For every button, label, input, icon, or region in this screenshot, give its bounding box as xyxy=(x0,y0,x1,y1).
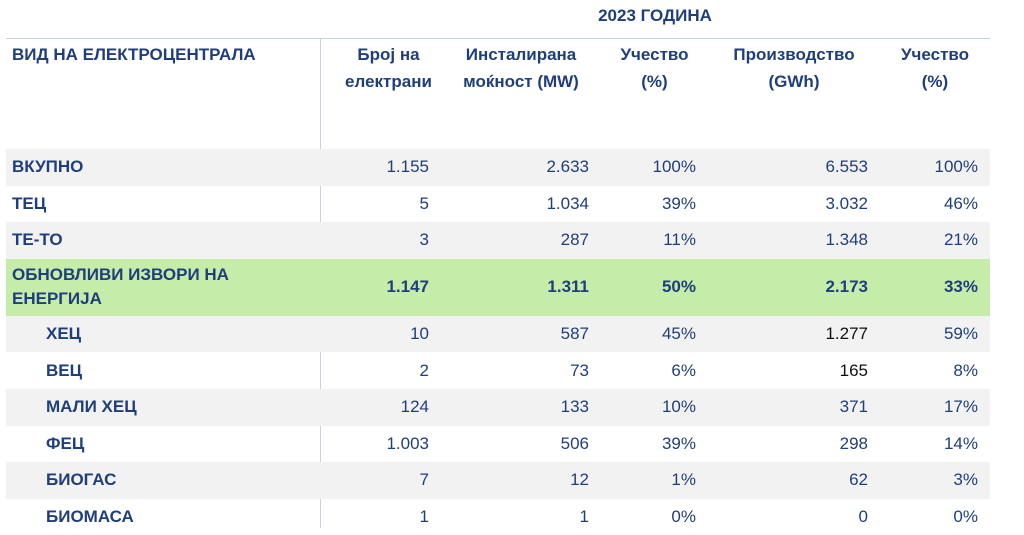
production-share-cell: 0% xyxy=(953,507,978,527)
table-row-teto: ТЕ-ТО 3 287 11% 1.348 21% xyxy=(6,222,990,259)
production-share-cell: 17% xyxy=(943,397,978,417)
row-label: ФЕЦ xyxy=(46,433,85,453)
capacity-share-cell: 45% xyxy=(661,324,696,344)
row-label: ВКУПНО xyxy=(12,157,84,177)
header-row: ВИД НА ЕЛЕКТРОЦЕНТРАЛА Број на електрани… xyxy=(6,39,990,149)
year-title: 2023 ГОДИНА xyxy=(598,6,712,25)
power-plants-table: ВИД НА ЕЛЕКТРОЦЕНТРАЛА Број на електрани… xyxy=(6,39,990,535)
header-production-share-text: Учество (%) xyxy=(900,45,970,91)
capacity-share-cell: 50% xyxy=(661,277,696,297)
header-plants-text: Број на електрани xyxy=(345,45,432,91)
capacity-cell: 587 xyxy=(560,324,589,344)
capacity-cell: 2.633 xyxy=(546,157,589,177)
production-cell: 3.032 xyxy=(825,193,868,213)
production-cell: 2.173 xyxy=(825,277,868,297)
plants-cell: 3 xyxy=(419,230,429,250)
capacity-cell: 73 xyxy=(570,360,589,380)
production-cell: 0 xyxy=(858,507,868,527)
plants-cell: 5 xyxy=(419,193,429,213)
row-label: ХЕЦ xyxy=(46,324,82,344)
capacity-share-cell: 11% xyxy=(663,230,696,250)
capacity-share-cell: 39% xyxy=(661,433,696,453)
table-row-hec: ХЕЦ 10 587 45% 1.277 59% xyxy=(6,315,990,353)
header-capacity-share: Учество (%) xyxy=(601,39,708,149)
capacity-share-cell: 0% xyxy=(671,507,696,527)
production-cell: 298 xyxy=(839,433,868,453)
production-share-cell: 3% xyxy=(953,470,978,490)
capacity-share-cell: 6% xyxy=(671,360,696,380)
capacity-cell: 133 xyxy=(560,397,589,417)
header-production: Производство (GWh) xyxy=(708,39,880,149)
capacity-share-cell: 10% xyxy=(661,397,696,417)
row-label: БИОГАС xyxy=(46,470,117,490)
production-share-cell: 59% xyxy=(943,324,978,344)
header-plant-type: ВИД НА ЕЛЕКТРОЦЕНТРАЛА xyxy=(12,45,256,64)
header-plants: Број на електрани xyxy=(320,39,441,149)
plants-cell: 1.003 xyxy=(386,433,429,453)
table-row-fec: ФЕЦ 1.003 506 39% 298 14% xyxy=(6,426,990,463)
table-row-small-hec: МАЛИ ХЕЦ 124 133 10% 371 17% xyxy=(6,388,990,426)
production-share-cell: 8% xyxy=(953,360,978,380)
plants-cell: 124 xyxy=(400,397,429,417)
table-row-renewables: ОБНОВЛИВИ ИЗВОРИ НА ЕНЕРГИЈА 1.147 1.311… xyxy=(6,258,990,316)
plants-cell: 1.155 xyxy=(386,157,429,177)
plants-cell: 1.147 xyxy=(386,277,429,297)
plants-cell: 10 xyxy=(410,324,429,344)
header-production-share: Учество (%) xyxy=(880,39,990,149)
table-row-total: ВКУПНО 1.155 2.633 100% 6.553 100% xyxy=(6,149,990,186)
row-label: БИОМАСА xyxy=(46,507,134,527)
production-cell: 6.553 xyxy=(825,157,868,177)
header-production-text: Производство (GWh) xyxy=(733,45,855,91)
row-label: ТЕ-ТО xyxy=(12,230,63,250)
production-share-cell: 46% xyxy=(943,193,978,213)
header-capacity-text: Инсталирана моќност (MW) xyxy=(463,45,579,91)
production-cell: 62 xyxy=(849,470,868,490)
row-label: ТЕЦ xyxy=(12,193,47,213)
capacity-share-cell: 39% xyxy=(661,193,696,213)
table-row-vec: ВЕЦ 2 73 6% 165 8% xyxy=(6,352,990,389)
plants-cell: 1 xyxy=(419,507,429,527)
capacity-cell: 506 xyxy=(560,433,589,453)
header-capacity-share-text: Учество (%) xyxy=(620,45,689,91)
capacity-cell: 1 xyxy=(579,507,589,527)
production-cell: 1.348 xyxy=(825,230,868,250)
production-share-cell: 14% xyxy=(943,433,978,453)
capacity-cell: 1.311 xyxy=(547,277,589,297)
capacity-cell: 287 xyxy=(560,230,589,250)
header-capacity: Инсталирана моќност (MW) xyxy=(441,39,601,149)
header-rule xyxy=(6,38,990,39)
production-cell: 1.277 xyxy=(825,324,868,344)
production-cell: 371 xyxy=(839,397,868,417)
capacity-cell: 1.034 xyxy=(546,193,589,213)
row-label: МАЛИ ХЕЦ xyxy=(46,397,137,417)
plants-cell: 2 xyxy=(419,360,429,380)
production-cell: 165 xyxy=(839,360,868,380)
table-row-biomass: БИОМАСА 1 1 0% 0 0% xyxy=(6,499,990,535)
production-share-cell: 100% xyxy=(934,157,978,177)
row-label: ОБНОВЛИВИ ИЗВОРИ НА ЕНЕРГИЈА xyxy=(12,265,229,309)
column-divider xyxy=(320,38,321,528)
capacity-cell: 12 xyxy=(570,470,589,490)
row-label: ВЕЦ xyxy=(46,360,83,380)
table-row-tec: ТЕЦ 5 1.034 39% 3.032 46% xyxy=(6,186,990,223)
table-row-biogas: БИОГАС 7 12 1% 62 3% xyxy=(6,462,990,499)
plants-cell: 7 xyxy=(419,470,429,490)
capacity-share-cell: 1% xyxy=(671,470,696,490)
production-share-cell: 21% xyxy=(943,230,978,250)
production-share-cell: 33% xyxy=(943,277,978,297)
capacity-share-cell: 100% xyxy=(652,157,696,177)
